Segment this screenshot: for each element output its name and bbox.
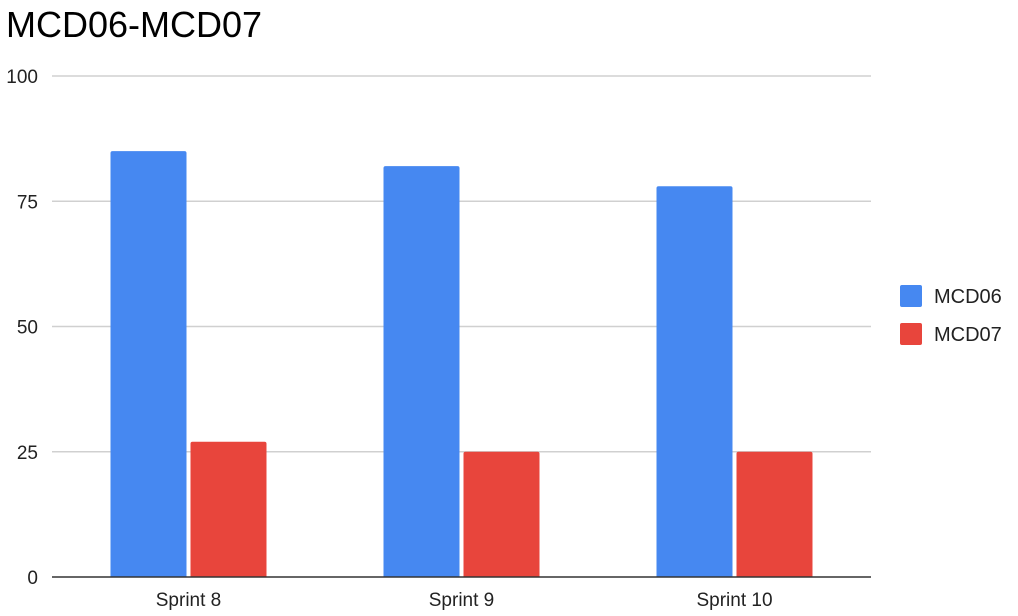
y-tick-label: 25 (17, 443, 38, 464)
x-tick-label: Sprint 9 (429, 590, 494, 611)
legend-item-mcd07[interactable]: MCD07 (900, 323, 1002, 346)
bars (110, 151, 813, 577)
legend-label: MCD07 (934, 324, 1002, 346)
y-tick-label: 50 (17, 318, 38, 339)
x-tick-label: Sprint 10 (696, 590, 772, 611)
legend[interactable]: MCD06 MCD07 (900, 285, 1002, 346)
x-tick-label: Sprint 8 (156, 590, 221, 611)
y-tick-label: 0 (27, 568, 38, 589)
bar-mcd06-sprint-9[interactable] (383, 166, 460, 577)
bar-mcd07-sprint-9[interactable] (463, 451, 540, 577)
bar-mcd07-sprint-8[interactable] (190, 441, 267, 577)
legend-item-mcd06[interactable]: MCD06 (900, 285, 1002, 308)
bar-mcd06-sprint-10[interactable] (656, 186, 733, 577)
y-axis-tick-labels: 0 25 50 75 100 (6, 67, 38, 589)
x-axis-tick-labels: Sprint 8 Sprint 9 Sprint 10 (156, 590, 773, 611)
legend-swatch (900, 323, 922, 345)
legend-label: MCD06 (934, 286, 1002, 308)
legend-swatch (900, 285, 922, 307)
bar-mcd06-sprint-8[interactable] (110, 151, 187, 577)
gridlines (52, 75, 871, 453)
y-tick-label: 75 (17, 192, 38, 213)
y-tick-label: 100 (6, 67, 38, 88)
bar-mcd07-sprint-10[interactable] (736, 451, 813, 577)
chart-title: MCD06-MCD07 (6, 4, 263, 45)
